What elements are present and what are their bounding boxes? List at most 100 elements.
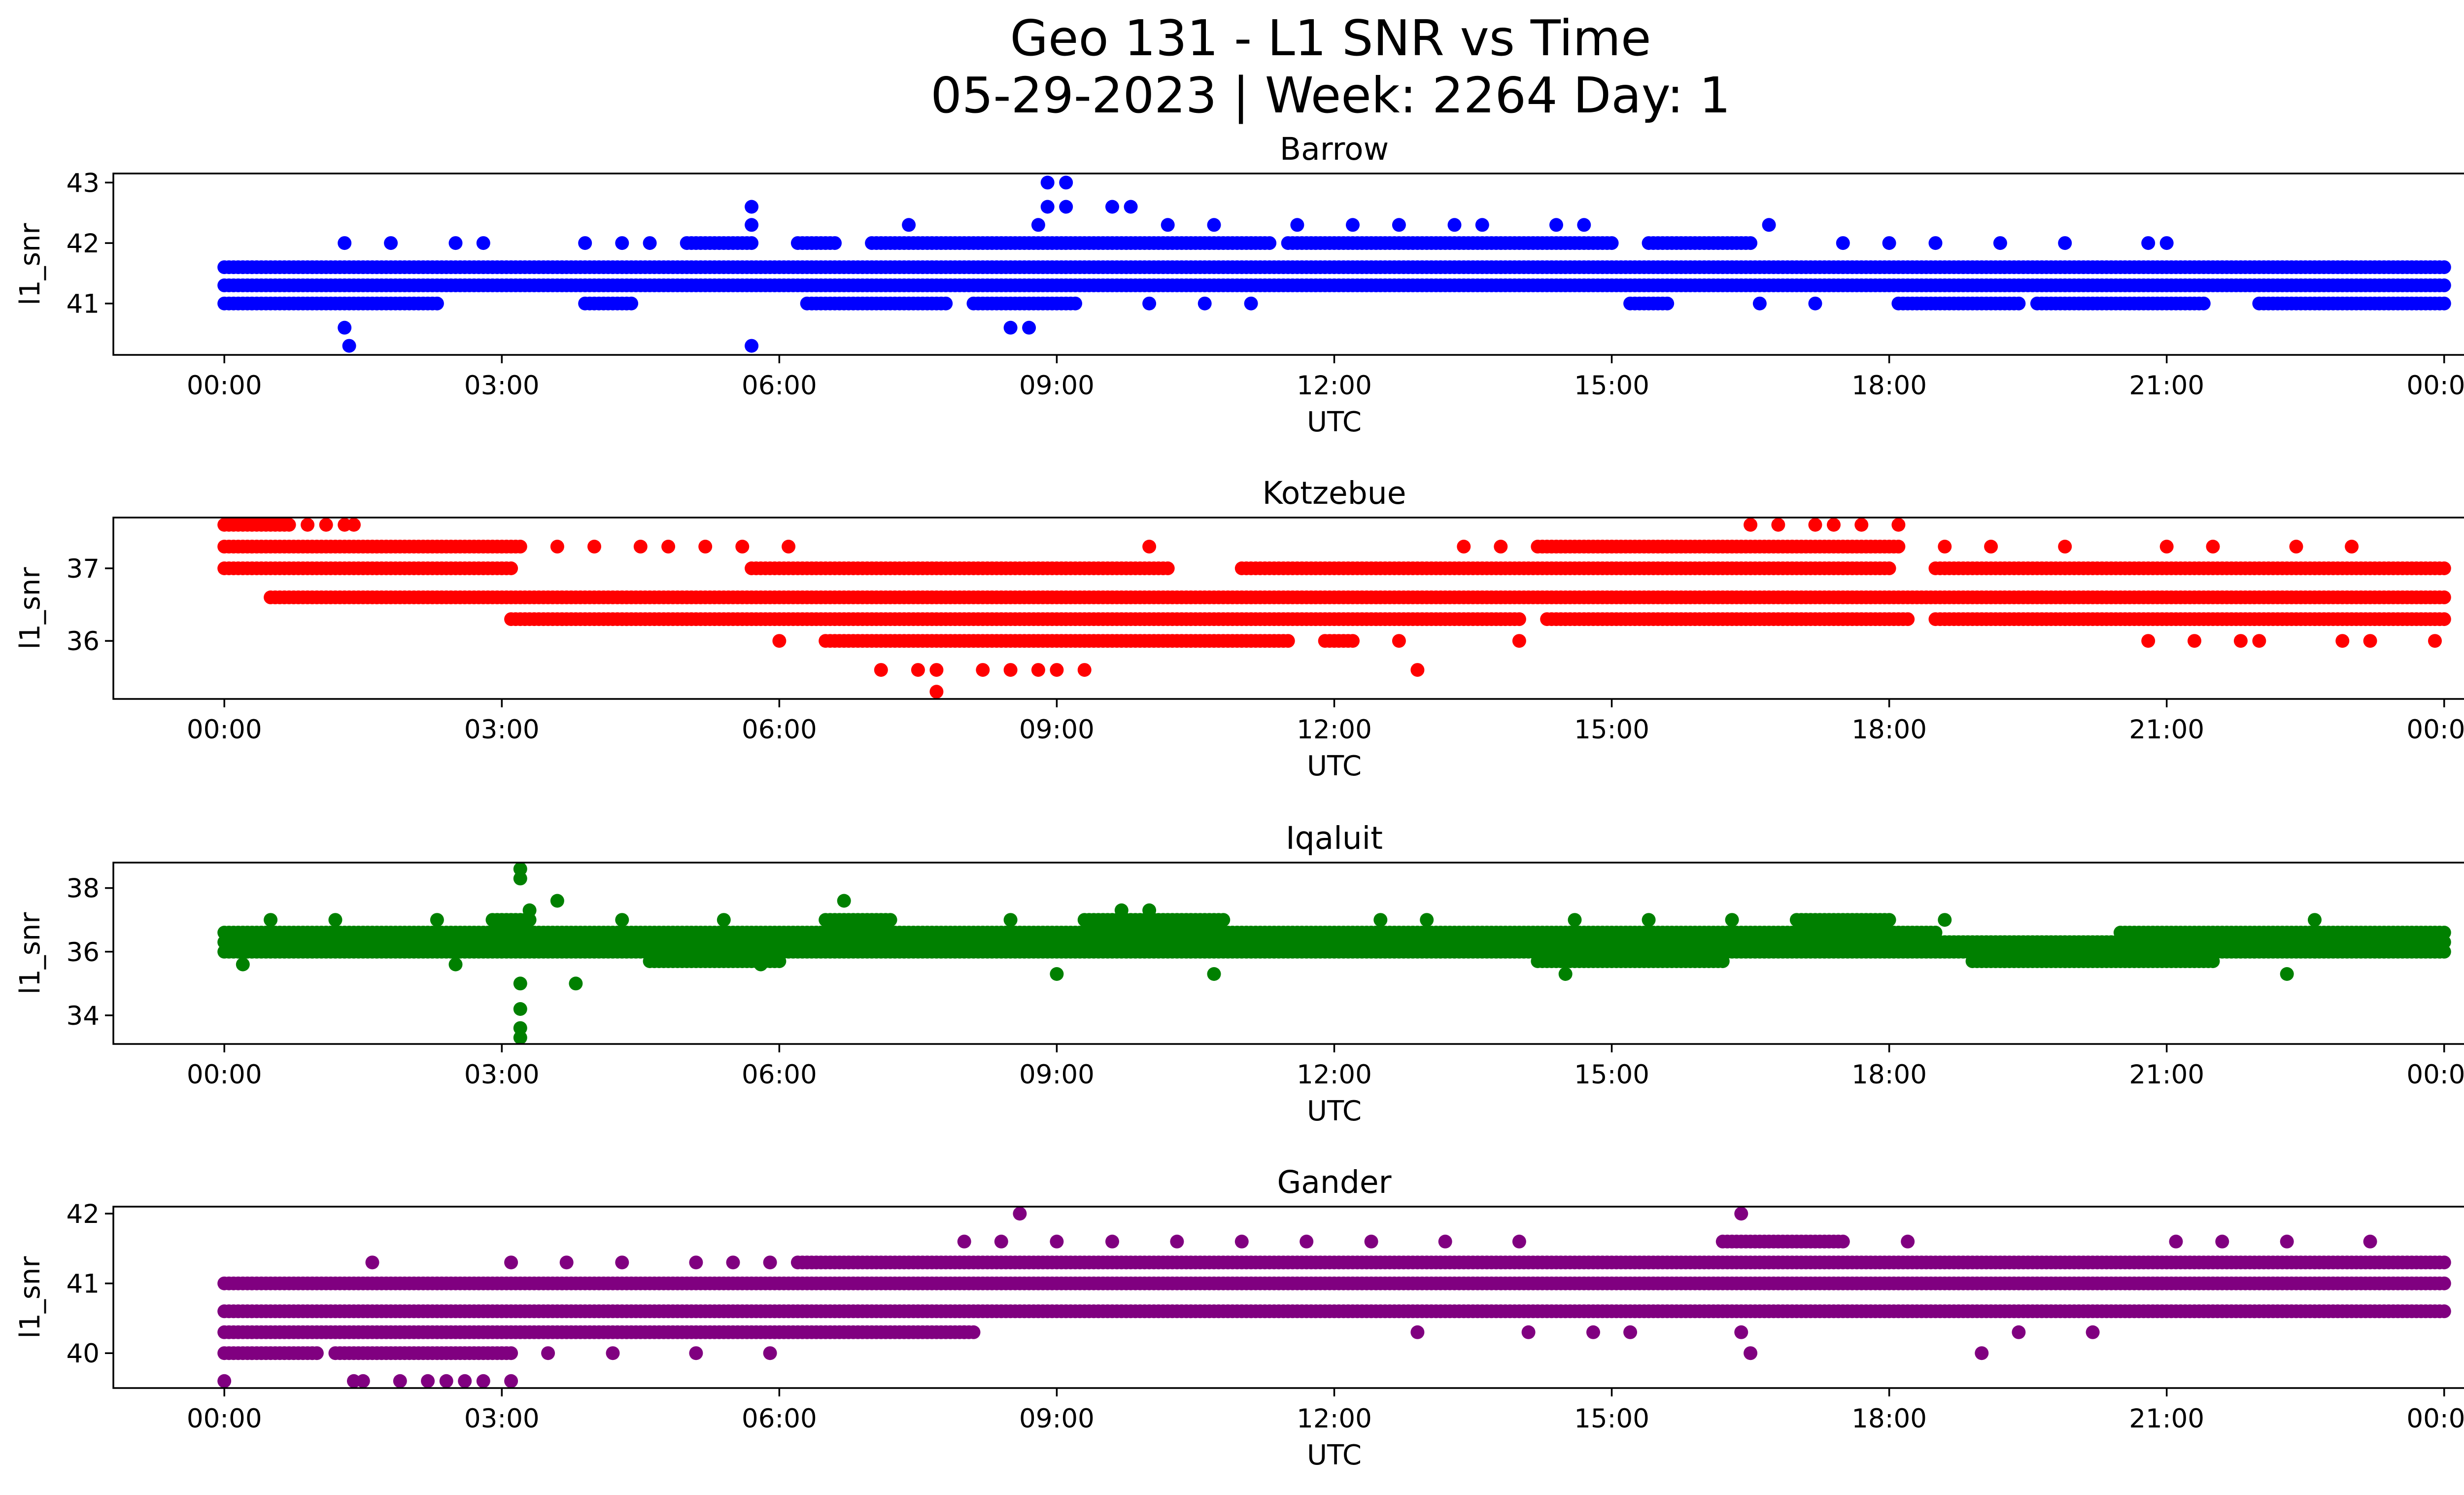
data-point: [2159, 236, 2174, 250]
data-point: [883, 913, 897, 927]
data-point: [1993, 236, 2007, 250]
data-point: [1124, 200, 1138, 214]
data-point: [2345, 539, 2359, 554]
data-point: [2363, 634, 2377, 648]
data-point: [1059, 200, 1073, 214]
data-point: [1050, 967, 1064, 981]
data-point: [1068, 296, 1082, 311]
y-axis-label: l1_snr: [14, 567, 46, 650]
data-point: [2159, 539, 2174, 554]
data-point: [1744, 518, 1758, 532]
y-tick-label: 38: [67, 874, 100, 904]
data-point: [513, 976, 527, 991]
data-point: [1568, 913, 1582, 927]
x-tick-label: 18:00: [1851, 371, 1927, 401]
data-point: [1031, 663, 1045, 677]
scatter-series-barrow: [217, 175, 2451, 353]
data-point: [2188, 634, 2201, 648]
data-point: [1244, 296, 1258, 311]
data-point: [745, 218, 759, 232]
y-tick-label: 36: [67, 626, 100, 657]
data-point: [1447, 218, 1462, 232]
data-point: [698, 539, 713, 554]
data-point: [624, 296, 639, 311]
data-point: [1207, 967, 1221, 981]
x-axis-label: UTC: [1307, 750, 1362, 782]
y-tick-label: 43: [67, 168, 100, 198]
data-point: [513, 1002, 527, 1016]
data-point: [1882, 561, 1896, 575]
data-point: [430, 913, 444, 927]
data-point: [1512, 634, 1526, 648]
x-tick-label: 15:00: [1574, 715, 1649, 745]
x-tick-label: 21:00: [2129, 371, 2204, 401]
data-point: [2437, 260, 2451, 275]
data-point: [1114, 903, 1129, 917]
data-point: [1771, 518, 1785, 532]
data-point: [448, 236, 463, 250]
x-tick-label: 15:00: [1574, 371, 1649, 401]
data-point: [1161, 218, 1175, 232]
x-tick-label: 00:00: [187, 1060, 262, 1090]
data-point: [1281, 634, 1295, 648]
data-point: [1744, 236, 1758, 250]
y-tick-label: 42: [67, 229, 100, 259]
data-point: [772, 634, 787, 648]
data-point: [476, 236, 490, 250]
data-point: [929, 685, 944, 699]
data-point: [1059, 175, 1073, 190]
data-point: [347, 518, 361, 532]
data-point: [1392, 634, 1406, 648]
data-point: [2233, 634, 2248, 648]
data-point: [1346, 218, 1360, 232]
data-point: [1142, 539, 1157, 554]
panel-title: Gander: [1277, 1164, 1391, 1200]
data-point: [1105, 200, 1119, 214]
panel-title: Kotzebue: [1263, 475, 1406, 511]
x-tick-label: 03:00: [464, 371, 540, 401]
data-point: [1003, 913, 1018, 927]
data-point: [2058, 236, 2072, 250]
data-point: [1263, 236, 1277, 250]
data-point: [643, 236, 657, 250]
y-axis-label: l1_snr: [14, 912, 46, 995]
x-tick-label: 06:00: [742, 1060, 817, 1090]
data-point: [2141, 634, 2156, 648]
data-point: [1854, 518, 1869, 532]
x-tick-label: 00:00: [2406, 715, 2464, 745]
data-point: [1938, 913, 1952, 927]
x-tick-label: 21:00: [2129, 715, 2204, 745]
data-point: [1882, 913, 1896, 927]
data-point: [1494, 539, 1508, 554]
y-axis-label: l1_snr: [14, 223, 46, 306]
x-tick-label: 09:00: [1019, 371, 1095, 401]
x-tick-label: 15:00: [1574, 1060, 1649, 1090]
data-point: [1512, 612, 1526, 626]
data-point: [2437, 278, 2451, 292]
data-point: [874, 663, 888, 677]
x-tick-label: 18:00: [1851, 1060, 1927, 1090]
data-point: [1642, 913, 1656, 927]
data-point: [448, 957, 463, 972]
data-point: [1891, 539, 1906, 554]
scatter-series-kotzebue: [217, 518, 2451, 699]
data-point: [2437, 296, 2451, 311]
data-point: [319, 518, 333, 532]
x-tick-label: 12:00: [1297, 371, 1372, 401]
x-tick-label: 00:00: [2406, 371, 2464, 401]
data-point: [264, 913, 278, 927]
data-point: [1142, 296, 1157, 311]
x-axis-label: UTC: [1307, 406, 1362, 438]
data-point: [1901, 612, 1915, 626]
x-tick-label: 12:00: [1297, 715, 1372, 745]
data-point: [2335, 634, 2350, 648]
data-point: [384, 236, 398, 250]
data-point: [1392, 218, 1406, 232]
data-point: [661, 539, 676, 554]
data-point: [2437, 590, 2451, 604]
data-point: [615, 236, 629, 250]
data-point: [236, 957, 250, 972]
data-point: [1660, 296, 1675, 311]
